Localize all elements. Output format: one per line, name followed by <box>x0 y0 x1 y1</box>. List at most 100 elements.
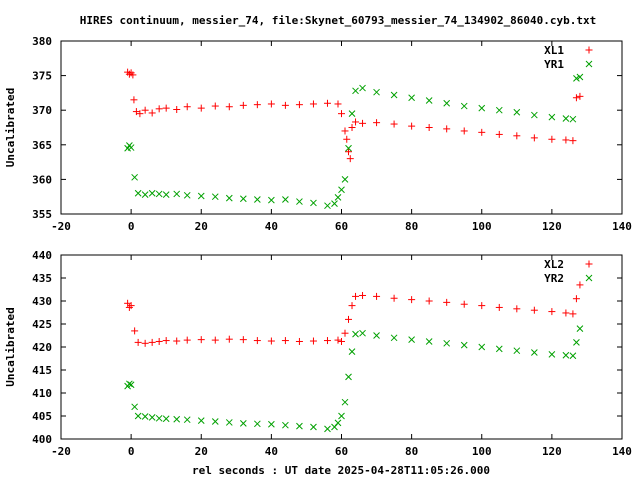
plot-top-ytick-label: 375 <box>32 70 52 83</box>
data-point-xl2 <box>478 302 486 310</box>
data-point-xl1 <box>130 96 138 104</box>
plot-bottom-xtick-label: 20 <box>195 445 208 458</box>
data-point-yr2 <box>225 419 233 426</box>
data-point-xl2 <box>345 315 353 323</box>
data-point-yr1 <box>408 94 415 102</box>
data-point-yr1 <box>345 144 352 152</box>
data-point-yr2 <box>310 423 317 431</box>
plot-top-xtick-label: 20 <box>195 220 208 233</box>
data-point-xl2 <box>162 337 170 345</box>
data-point-yr1 <box>197 192 205 200</box>
data-point-yr2 <box>253 420 261 428</box>
data-point-yr2 <box>334 419 342 427</box>
plot-bottom-xtick-label: -20 <box>51 445 71 458</box>
data-point-xl2 <box>197 336 205 344</box>
data-point-yr2 <box>197 417 205 424</box>
data-point-yr2 <box>573 339 580 346</box>
data-point-yr2 <box>338 412 345 420</box>
data-point-xl1 <box>239 101 247 109</box>
data-point-xl1 <box>141 106 149 114</box>
data-point-xl1 <box>345 148 353 156</box>
legend-label-xl1: XL1 <box>544 44 564 57</box>
data-point-xl2 <box>155 337 163 345</box>
data-point-xl1 <box>352 118 360 126</box>
data-point-yr2 <box>183 416 191 424</box>
data-point-yr1 <box>155 190 163 198</box>
data-point-xl2 <box>548 308 556 316</box>
plot-bottom-xtick-label: 60 <box>335 445 348 458</box>
plot-bottom-xlabel: rel seconds : UT date 2025-04-28T11:05:2… <box>192 464 490 477</box>
data-point-yr1 <box>148 189 156 197</box>
data-point-yr1 <box>331 200 338 207</box>
data-point-xl1 <box>136 110 144 118</box>
plot-bottom-ytick-label: 420 <box>32 341 52 354</box>
data-point-yr2 <box>126 380 133 388</box>
data-point-yr1 <box>425 97 433 104</box>
data-point-yr1 <box>239 195 247 203</box>
data-point-yr2 <box>148 414 156 421</box>
data-point-yr1 <box>530 111 538 119</box>
data-point-yr1 <box>478 104 486 112</box>
plot-top-ytick-label: 360 <box>32 173 52 186</box>
data-point-yr1 <box>352 87 359 95</box>
data-point-yr1 <box>173 190 181 198</box>
data-point-xl2 <box>148 338 156 346</box>
data-point-yr2 <box>155 414 163 422</box>
plot-top-ytick-label: 365 <box>32 139 52 152</box>
data-point-xl2 <box>341 329 349 337</box>
data-point-yr1 <box>573 75 580 82</box>
data-point-xl2 <box>127 302 135 310</box>
legend-marker-xl1 <box>585 46 593 54</box>
data-point-xl2 <box>141 339 149 347</box>
data-point-xl1 <box>460 127 468 135</box>
data-point-xl2 <box>562 309 570 317</box>
data-point-yr2 <box>460 341 468 349</box>
data-point-xl2 <box>267 337 275 345</box>
data-point-xl1 <box>253 101 261 109</box>
data-point-xl1 <box>173 106 181 114</box>
data-point-xl2 <box>323 337 331 345</box>
plot-top-xtick-label: 80 <box>405 220 418 233</box>
data-point-xl1 <box>390 120 398 128</box>
data-point-xl2 <box>124 299 132 307</box>
data-point-xl1 <box>513 132 521 140</box>
data-point-xl1 <box>562 136 570 144</box>
data-point-xl1 <box>343 135 351 143</box>
legend-marker-yr1 <box>585 60 593 68</box>
plot-top-xtick-label: -20 <box>51 220 71 233</box>
data-point-yr2 <box>513 347 521 355</box>
plot-top-xtick-label: 140 <box>612 220 632 233</box>
data-point-yr1 <box>253 196 261 203</box>
data-point-yr2 <box>390 334 398 342</box>
legend-label-yr2: YR2 <box>544 272 564 285</box>
data-point-yr1 <box>324 202 331 210</box>
plot-bottom-xtick-label: 80 <box>405 445 418 458</box>
data-point-yr2 <box>359 329 366 337</box>
data-point-yr2 <box>211 418 219 425</box>
data-point-xl1 <box>572 94 580 102</box>
plot-bottom-ytick-label: 425 <box>32 318 52 331</box>
data-point-yr2 <box>345 373 352 381</box>
data-point-yr1 <box>495 106 503 114</box>
legend-marker-xl2 <box>585 260 593 268</box>
plot-top-frame <box>60 40 623 215</box>
data-point-yr2 <box>373 332 380 339</box>
data-point-yr2 <box>141 413 149 420</box>
data-point-yr1 <box>341 176 349 183</box>
data-point-xl1 <box>408 122 416 130</box>
data-point-xl2 <box>309 337 317 345</box>
data-point-xl1 <box>197 104 205 112</box>
data-point-xl2 <box>460 300 468 308</box>
plot-bottom-ytick-label: 410 <box>32 387 52 400</box>
plot-top-xtick-label: 60 <box>335 220 348 233</box>
data-point-yr2 <box>348 348 356 355</box>
data-point-xl2 <box>125 303 133 311</box>
data-point-xl1 <box>348 124 356 131</box>
data-point-yr1 <box>334 194 342 201</box>
data-point-xl1 <box>373 119 381 127</box>
data-point-xl2 <box>572 295 580 303</box>
data-point-yr1 <box>310 199 317 207</box>
data-point-yr1 <box>183 191 191 199</box>
plot-top-xtick-label: 120 <box>542 220 562 233</box>
